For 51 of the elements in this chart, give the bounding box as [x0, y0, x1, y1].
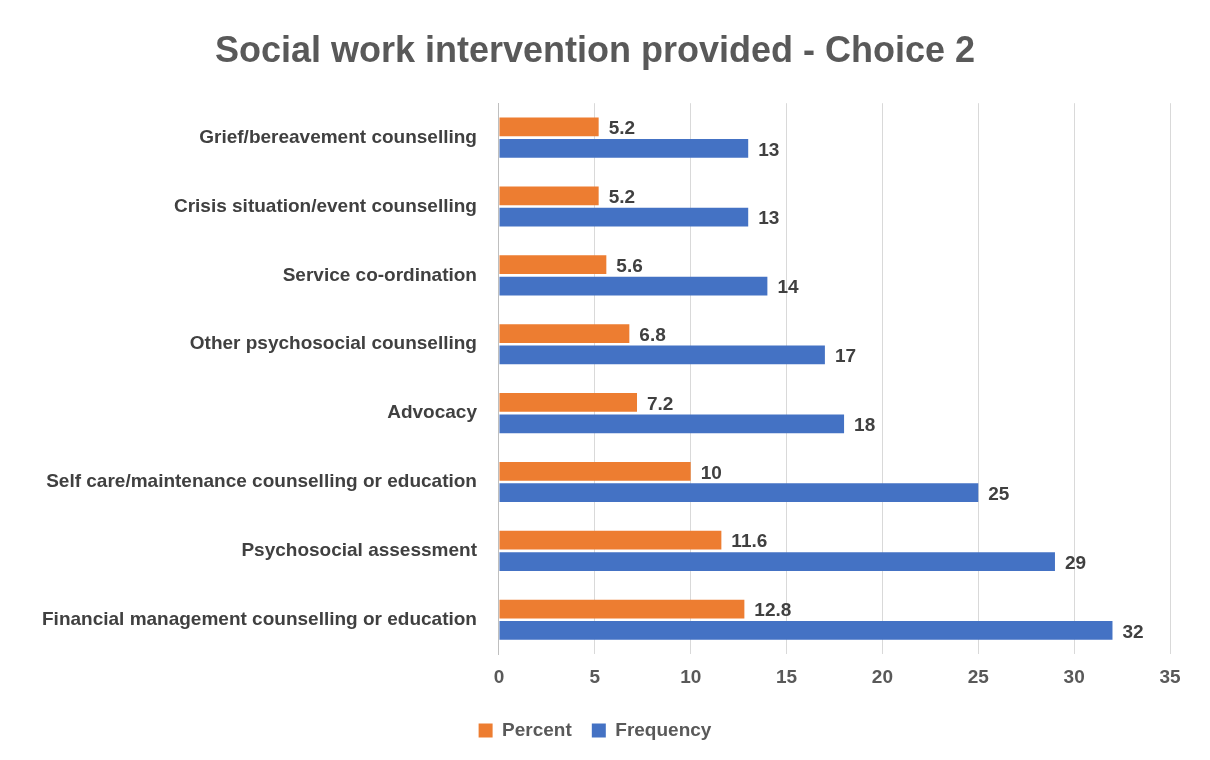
x-tick-label: 35: [1159, 665, 1181, 687]
bar: [499, 393, 638, 412]
bar: [499, 621, 1113, 640]
legend-label: Frequency: [615, 718, 712, 740]
y-tick-label: Grief/bereavement counselling: [199, 125, 477, 147]
bar: [499, 117, 599, 137]
data-label: 5.2: [608, 186, 636, 208]
y-tick-label: Crisis situation/event counselling: [173, 194, 477, 216]
y-tick-label: Financial management counselling or education: [42, 608, 477, 629]
data-label: 11.6: [731, 530, 768, 552]
legend-label: Percent: [502, 718, 573, 740]
x-tick-label: 5: [589, 665, 601, 687]
data-label: 25: [988, 482, 1010, 504]
bar: [499, 324, 630, 343]
data-label: 13: [758, 207, 780, 229]
data-label: 10: [700, 461, 722, 483]
bar: [499, 552, 1055, 571]
data-label: 6.8: [639, 323, 666, 345]
bar: [499, 255, 607, 275]
y-tick-label: Service co-ordination: [282, 263, 477, 285]
bar: [499, 345, 825, 365]
bar: [499, 483, 979, 503]
x-tick-label: 25: [967, 665, 990, 687]
y-tick-label: Advocacy: [387, 401, 478, 423]
x-tick-label: 30: [1063, 665, 1085, 687]
data-label: 18: [854, 414, 876, 436]
data-label: 13: [758, 138, 780, 160]
bar: [499, 414, 845, 434]
bar: [499, 530, 722, 550]
data-label: 5.6: [616, 254, 643, 276]
data-label: 17: [834, 345, 857, 367]
bar: [499, 461, 691, 481]
data-label: 29: [1064, 551, 1087, 573]
x-tick-label: 10: [680, 665, 702, 687]
data-label: 5.2: [608, 117, 636, 139]
data-label: 12.8: [754, 599, 792, 621]
x-tick-label: 15: [775, 665, 798, 687]
y-tick-label: Other psychosocial counselling: [189, 332, 477, 354]
x-tick-label: 20: [871, 665, 893, 687]
data-label: 14: [777, 276, 799, 298]
y-tick-label: Psychosocial assessment: [241, 539, 478, 561]
bar: [499, 138, 749, 158]
data-label: 32: [1122, 620, 1144, 642]
bar: [499, 276, 768, 296]
bar: [499, 186, 599, 206]
x-tick-label: 0: [493, 665, 505, 687]
bar: [499, 599, 745, 619]
chart-title: Social work intervention provided - Choice 2: [214, 28, 976, 70]
data-label: 7.2: [647, 392, 674, 414]
y-tick-label: Self care/maintenance counselling or education: [46, 470, 477, 492]
bar: [499, 207, 749, 227]
